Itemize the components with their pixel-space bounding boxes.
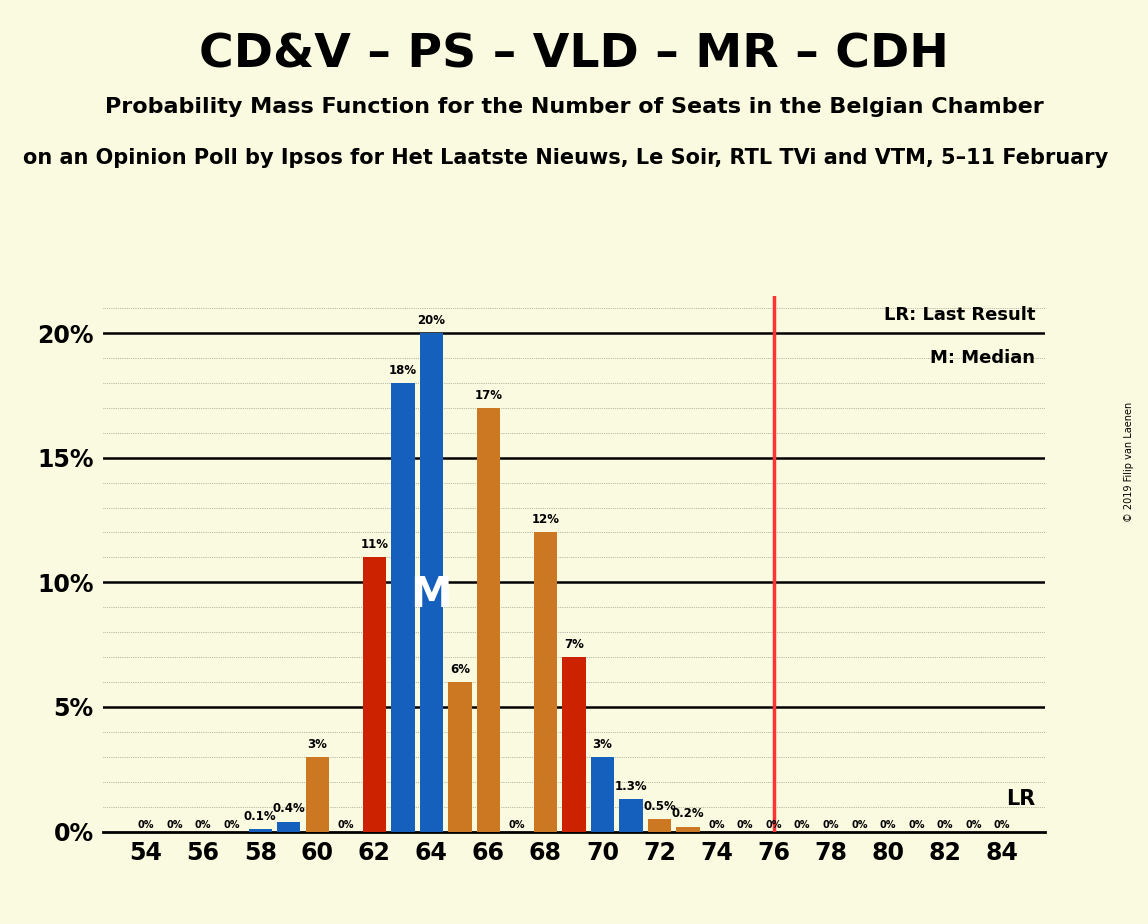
Text: 0%: 0% — [994, 820, 1010, 830]
Text: 3%: 3% — [308, 737, 327, 750]
Bar — [248, 829, 272, 832]
Text: 3%: 3% — [592, 737, 613, 750]
Text: 0.4%: 0.4% — [272, 802, 305, 815]
Text: M: Median: M: Median — [930, 349, 1035, 367]
Text: on an Opinion Poll by Ipsos for Het Laatste Nieuws, Le Soir, RTL TVi and VTM, 5–: on an Opinion Poll by Ipsos for Het Laat… — [23, 148, 1108, 168]
Text: 1.3%: 1.3% — [614, 780, 647, 793]
Text: 11%: 11% — [360, 538, 388, 552]
Text: LR: Last Result: LR: Last Result — [884, 307, 1035, 324]
Bar — [277, 821, 301, 832]
Text: 0%: 0% — [908, 820, 924, 830]
Bar — [563, 657, 585, 832]
Text: Probability Mass Function for the Number of Seats in the Belgian Chamber: Probability Mass Function for the Number… — [104, 97, 1044, 117]
Text: 0.2%: 0.2% — [672, 808, 705, 821]
Text: 0%: 0% — [138, 820, 154, 830]
Text: 0%: 0% — [822, 820, 839, 830]
Text: © 2019 Filip van Laenen: © 2019 Filip van Laenen — [1124, 402, 1134, 522]
Text: 0%: 0% — [794, 820, 810, 830]
Text: M: M — [411, 574, 452, 615]
Bar — [620, 799, 643, 832]
Text: 20%: 20% — [418, 314, 445, 327]
Bar — [363, 557, 386, 832]
Text: 17%: 17% — [474, 389, 503, 402]
Bar — [476, 407, 501, 832]
Bar — [647, 820, 672, 832]
Bar — [420, 333, 443, 832]
Text: 0.5%: 0.5% — [643, 800, 676, 813]
Text: 0%: 0% — [879, 820, 897, 830]
Text: 18%: 18% — [389, 364, 417, 377]
Text: 7%: 7% — [564, 638, 584, 650]
Text: 0%: 0% — [338, 820, 354, 830]
Text: 0%: 0% — [708, 820, 724, 830]
Text: 0%: 0% — [851, 820, 868, 830]
Bar — [534, 532, 557, 832]
Text: 0%: 0% — [224, 820, 240, 830]
Bar — [305, 757, 329, 832]
Text: 12%: 12% — [532, 513, 559, 527]
Text: 0%: 0% — [195, 820, 211, 830]
Text: 0.1%: 0.1% — [243, 809, 277, 823]
Text: CD&V – PS – VLD – MR – CDH: CD&V – PS – VLD – MR – CDH — [199, 32, 949, 78]
Text: 6%: 6% — [450, 663, 470, 675]
Bar — [391, 383, 414, 832]
Bar — [591, 757, 614, 832]
Bar — [676, 827, 700, 832]
Bar — [448, 682, 472, 832]
Text: LR: LR — [1006, 789, 1035, 808]
Text: 0%: 0% — [166, 820, 183, 830]
Text: 0%: 0% — [766, 820, 782, 830]
Text: 0%: 0% — [509, 820, 525, 830]
Text: 0%: 0% — [937, 820, 953, 830]
Text: 0%: 0% — [965, 820, 982, 830]
Text: 0%: 0% — [737, 820, 753, 830]
